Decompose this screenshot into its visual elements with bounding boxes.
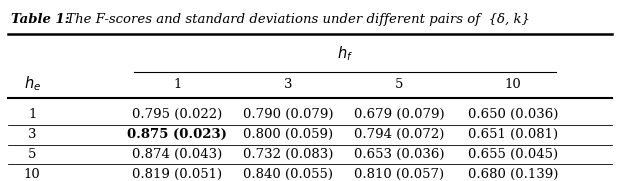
Text: 1: 1 (28, 108, 36, 121)
Text: 0.655 (0.045): 0.655 (0.045) (468, 148, 558, 161)
Text: 0.790 (0.079): 0.790 (0.079) (243, 108, 333, 121)
Text: 5: 5 (28, 148, 36, 161)
Text: 0.840 (0.055): 0.840 (0.055) (243, 168, 333, 181)
Text: 0.680 (0.139): 0.680 (0.139) (468, 168, 559, 181)
Text: 0.653 (0.036): 0.653 (0.036) (354, 148, 444, 161)
Text: 0.679 (0.079): 0.679 (0.079) (354, 108, 445, 121)
Text: 10: 10 (24, 168, 40, 181)
Text: 1: 1 (173, 78, 181, 91)
Text: The F-scores and standard deviations under different pairs of  {δ, k}: The F-scores and standard deviations und… (62, 13, 530, 26)
Text: 0.732 (0.083): 0.732 (0.083) (243, 148, 333, 161)
Text: 0.794 (0.072): 0.794 (0.072) (354, 128, 444, 141)
Text: 0.810 (0.057): 0.810 (0.057) (354, 168, 444, 181)
Text: 3: 3 (28, 128, 36, 141)
Text: Table 1:: Table 1: (11, 13, 69, 26)
Text: 5: 5 (395, 78, 403, 91)
Text: 0.800 (0.059): 0.800 (0.059) (243, 128, 333, 141)
Text: 10: 10 (505, 78, 522, 91)
Text: 0.650 (0.036): 0.650 (0.036) (468, 108, 559, 121)
Text: 0.651 (0.081): 0.651 (0.081) (468, 128, 558, 141)
Text: $h_e$: $h_e$ (24, 75, 41, 93)
Text: 3: 3 (284, 78, 292, 91)
Text: 0.819 (0.051): 0.819 (0.051) (132, 168, 222, 181)
Text: 0.875 (0.023): 0.875 (0.023) (127, 128, 227, 141)
Text: 0.874 (0.043): 0.874 (0.043) (132, 148, 222, 161)
Text: 0.795 (0.022): 0.795 (0.022) (132, 108, 222, 121)
Text: $h_f$: $h_f$ (337, 44, 353, 63)
